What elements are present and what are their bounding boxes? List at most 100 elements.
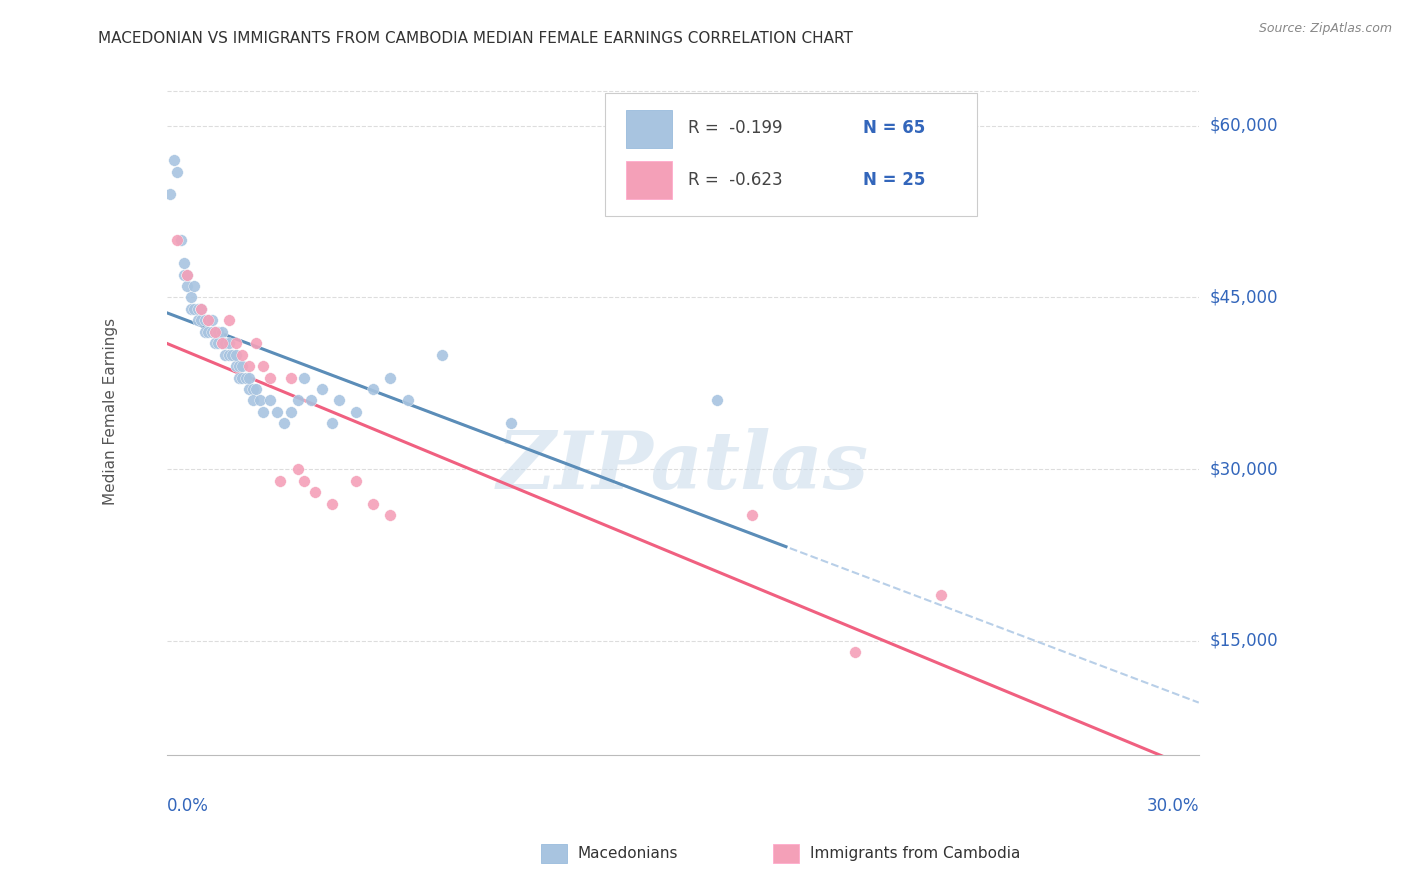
Point: [225, 336, 247, 351]
Point: [211, 336, 233, 351]
Point: [266, 405, 288, 419]
Point: [197, 325, 219, 339]
Point: [207, 336, 229, 351]
Point: [194, 313, 217, 327]
Point: [225, 359, 247, 373]
Bar: [626, 110, 672, 147]
Text: R =  -0.199: R = -0.199: [688, 120, 783, 137]
Point: [929, 588, 952, 602]
Point: [180, 290, 202, 304]
Point: [228, 370, 250, 384]
Point: [396, 393, 419, 408]
Point: [190, 301, 212, 316]
Point: [304, 485, 326, 500]
Text: Immigrants from Cambodia: Immigrants from Cambodia: [810, 847, 1021, 861]
Point: [187, 301, 209, 316]
Point: [166, 233, 188, 247]
Point: [173, 256, 195, 270]
Text: $45,000: $45,000: [1211, 288, 1278, 307]
Point: [190, 301, 212, 316]
Point: [328, 393, 350, 408]
Point: [214, 348, 236, 362]
Point: [238, 359, 260, 373]
Point: [380, 370, 402, 384]
Point: [190, 301, 212, 316]
Point: [218, 348, 240, 362]
Point: [292, 474, 315, 488]
Point: [176, 268, 198, 282]
Point: [214, 336, 236, 351]
Point: [321, 417, 343, 431]
Point: [287, 462, 309, 476]
Point: [245, 382, 267, 396]
Point: [292, 370, 315, 384]
Point: [200, 325, 222, 339]
Point: [249, 393, 271, 408]
Point: [176, 268, 198, 282]
Point: [280, 405, 302, 419]
Text: $60,000: $60,000: [1211, 117, 1278, 135]
Point: [204, 325, 226, 339]
Point: [238, 382, 260, 396]
Point: [269, 474, 291, 488]
Point: [245, 336, 267, 351]
Text: N = 65: N = 65: [863, 120, 925, 137]
FancyBboxPatch shape: [606, 93, 977, 216]
Text: Median Female Earnings: Median Female Earnings: [103, 318, 118, 506]
Point: [211, 336, 233, 351]
Point: [180, 301, 202, 316]
Point: [321, 496, 343, 510]
Point: [204, 336, 226, 351]
Point: [207, 325, 229, 339]
Point: [287, 393, 309, 408]
Text: ZIPatlas: ZIPatlas: [496, 428, 869, 506]
Point: [242, 393, 264, 408]
Point: [197, 313, 219, 327]
Point: [221, 348, 243, 362]
Point: [231, 359, 253, 373]
Point: [218, 336, 240, 351]
Point: [211, 325, 233, 339]
Point: [225, 348, 247, 362]
Text: R =  -0.623: R = -0.623: [688, 170, 783, 189]
Point: [183, 301, 205, 316]
Point: [176, 279, 198, 293]
Point: [499, 417, 522, 431]
Point: [190, 313, 212, 327]
Point: [159, 187, 181, 202]
Text: 30.0%: 30.0%: [1146, 797, 1199, 814]
Point: [173, 268, 195, 282]
Point: [844, 645, 866, 659]
Point: [218, 313, 240, 327]
Point: [259, 370, 281, 384]
Point: [183, 279, 205, 293]
Text: Macedonians: Macedonians: [578, 847, 678, 861]
Text: $30,000: $30,000: [1211, 460, 1278, 478]
Point: [344, 405, 367, 419]
Point: [252, 405, 274, 419]
Point: [187, 313, 209, 327]
Point: [706, 393, 728, 408]
Point: [252, 359, 274, 373]
Point: [361, 382, 384, 396]
Point: [238, 370, 260, 384]
Point: [280, 370, 302, 384]
Point: [169, 233, 191, 247]
Point: [163, 153, 186, 167]
Text: 0.0%: 0.0%: [167, 797, 208, 814]
Text: N = 25: N = 25: [863, 170, 925, 189]
Point: [380, 508, 402, 522]
Point: [200, 313, 222, 327]
Point: [194, 325, 217, 339]
Text: MACEDONIAN VS IMMIGRANTS FROM CAMBODIA MEDIAN FEMALE EARNINGS CORRELATION CHART: MACEDONIAN VS IMMIGRANTS FROM CAMBODIA M…: [98, 31, 853, 46]
Point: [197, 313, 219, 327]
Point: [204, 325, 226, 339]
Point: [299, 393, 322, 408]
Point: [344, 474, 367, 488]
Point: [273, 417, 295, 431]
Point: [235, 370, 257, 384]
Text: $15,000: $15,000: [1211, 632, 1278, 650]
Point: [741, 508, 763, 522]
Point: [231, 370, 253, 384]
Point: [361, 496, 384, 510]
